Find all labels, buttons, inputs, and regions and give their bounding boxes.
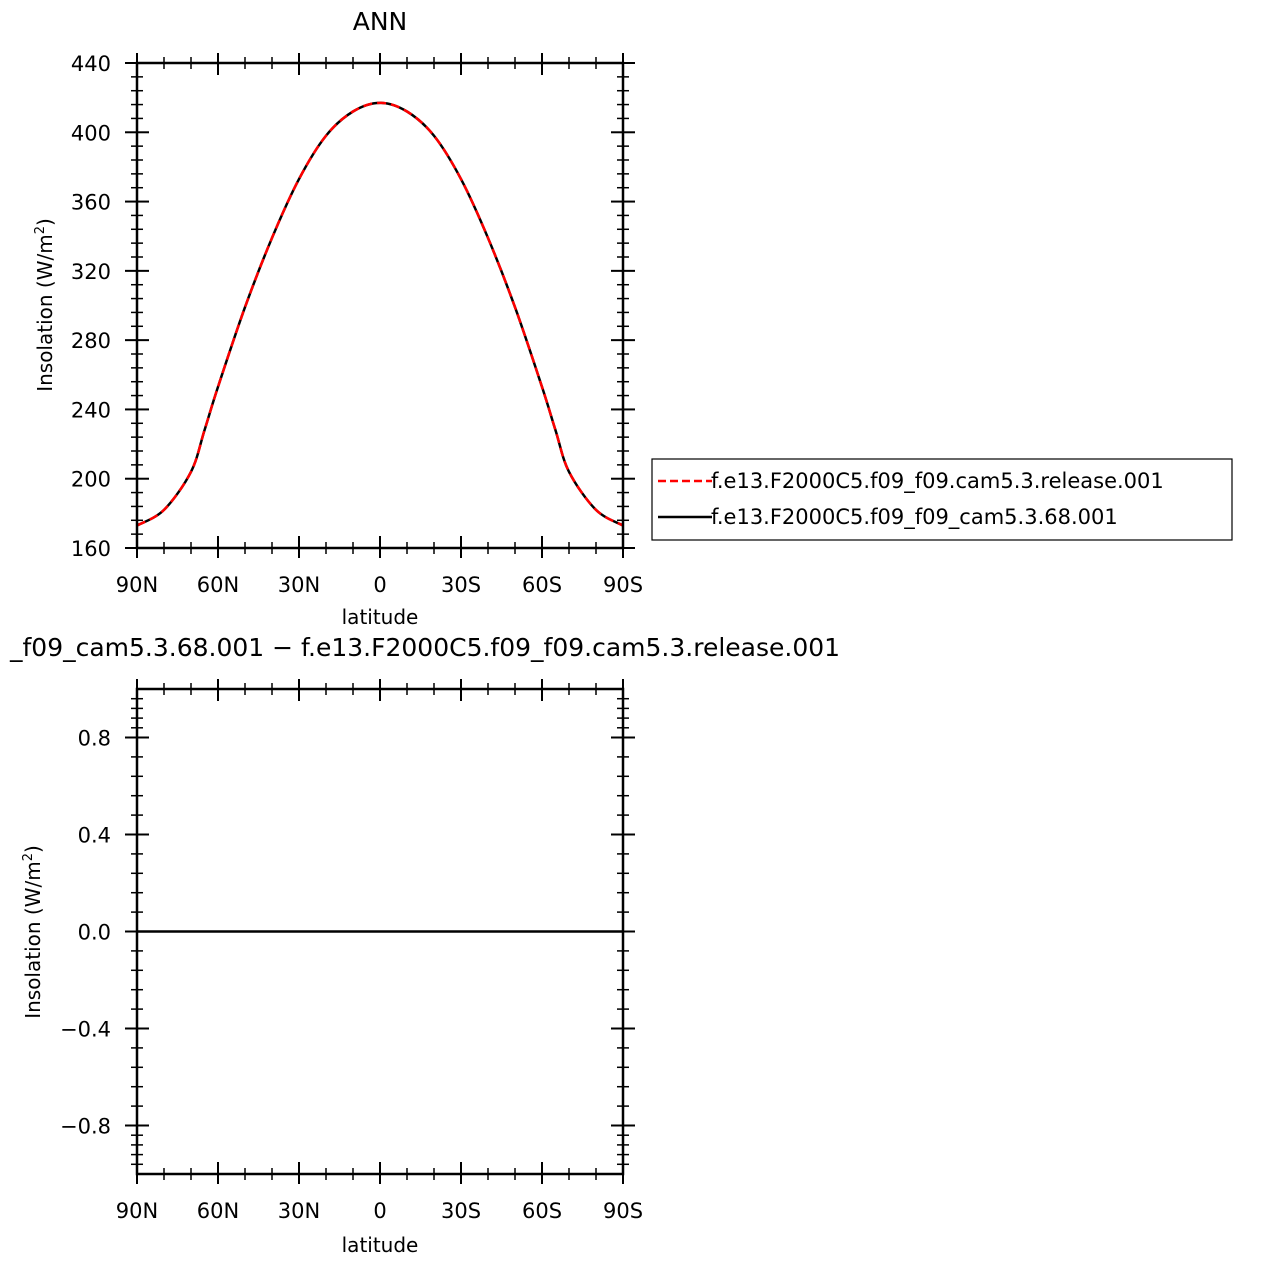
legend-box: [651, 458, 1233, 541]
top-x-tick-label: 30N: [278, 573, 320, 597]
top-series-line-1: [136, 101, 624, 527]
top-panel-lines: [136, 101, 624, 527]
top-y-tick-label: 320: [71, 260, 111, 284]
bottom-x-tick-label: 30N: [278, 1199, 320, 1223]
top-series-line-0: [136, 101, 624, 527]
bottom-x-tick-label: 60S: [522, 1199, 562, 1223]
bottom-x-tick-label: 90N: [116, 1199, 158, 1223]
bottom-x-tick-label: 30S: [441, 1199, 481, 1223]
top-panel-title: ANN: [353, 7, 408, 36]
top-x-tick-label: 60S: [522, 573, 562, 597]
bottom-plot-frame: [135, 687, 625, 1176]
legend: f.e13.F2000C5.f09_f09.cam5.3.release.001…: [651, 458, 1233, 541]
top-y-tick-label: 280: [71, 329, 111, 353]
top-y-tick-label: 360: [71, 191, 111, 215]
top-x-tick-label: 90N: [116, 573, 158, 597]
bottom-panel: _f09_cam5.3.68.001 − f.e13.F2000C5.f09_f…: [9, 633, 840, 1257]
top-panel: ANN 90N 60N 30N 0 30S 60S 90S 160 200 240 280 320 36…: [33, 7, 643, 629]
top-y-axis-title: Insolation (W/m2): [33, 218, 57, 392]
bottom-x-axis-title: latitude: [342, 1233, 419, 1257]
top-y-tick-label: 160: [71, 537, 111, 561]
bottom-y-tick-label: −0.8: [60, 1115, 111, 1139]
legend-label-cam5-3-68: f.e13.F2000C5.f09_f09_cam5.3.68.001: [711, 505, 1118, 530]
bottom-y-tick-label: −0.4: [60, 1018, 111, 1042]
bottom-y-tick-label: 0.0: [78, 921, 111, 945]
bottom-x-tick-label: 90S: [603, 1199, 643, 1223]
top-x-tick-label: 0: [373, 573, 386, 597]
top-plot-frame: [135, 61, 625, 550]
top-y-tick-label: 200: [71, 468, 111, 492]
top-x-tick-label: 90S: [603, 573, 643, 597]
bottom-panel-title: _f09_cam5.3.68.001 − f.e13.F2000C5.f09_f…: [9, 633, 840, 662]
top-x-axis-title: latitude: [342, 605, 419, 629]
bottom-y-axis-title: Insolation (W/m2): [21, 845, 45, 1019]
top-y-tick-label: 240: [71, 398, 111, 422]
legend-label-release: f.e13.F2000C5.f09_f09.cam5.3.release.001: [711, 469, 1164, 494]
bottom-y-tick-label: 0.4: [78, 824, 111, 848]
bottom-y-tick-label: 0.8: [78, 727, 111, 751]
top-y-tick-label: 400: [71, 121, 111, 145]
bottom-panel-ticks: 90N 60N 30N 0 30S 60S 90S −0.8 −0.4 0.0 0.4 0.8: [60, 679, 643, 1223]
top-x-tick-label: 30S: [441, 573, 481, 597]
top-x-tick-label: 60N: [197, 573, 239, 597]
bottom-x-tick-label: 60N: [197, 1199, 239, 1223]
top-y-tick-label: 440: [71, 52, 111, 76]
bottom-x-tick-label: 0: [373, 1199, 386, 1223]
